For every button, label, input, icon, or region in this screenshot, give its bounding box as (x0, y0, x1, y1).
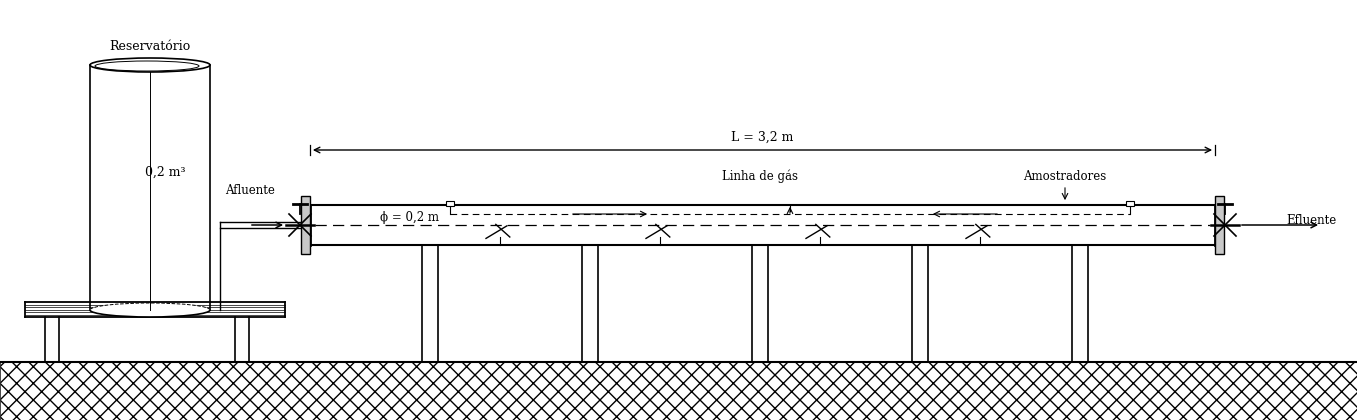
Ellipse shape (90, 58, 210, 72)
Ellipse shape (90, 303, 210, 317)
Text: Reservatório: Reservatório (110, 40, 190, 53)
Bar (0, 362, 1357, 420)
Bar (446, 201, 455, 206)
Text: Linha de gás: Linha de gás (722, 170, 798, 183)
Bar (1126, 201, 1134, 206)
Text: Efluente: Efluente (1286, 213, 1337, 226)
Bar (301, 196, 309, 254)
Bar (1215, 196, 1224, 254)
Text: 0,2 m³: 0,2 m³ (145, 166, 186, 179)
Bar (0, 362, 1357, 420)
Text: L = 3,2 m: L = 3,2 m (731, 131, 794, 144)
Text: Amostradores: Amostradores (1023, 170, 1106, 183)
Text: Afluente: Afluente (225, 184, 275, 197)
Text: ϕ = 0,2 m: ϕ = 0,2 m (380, 210, 440, 223)
